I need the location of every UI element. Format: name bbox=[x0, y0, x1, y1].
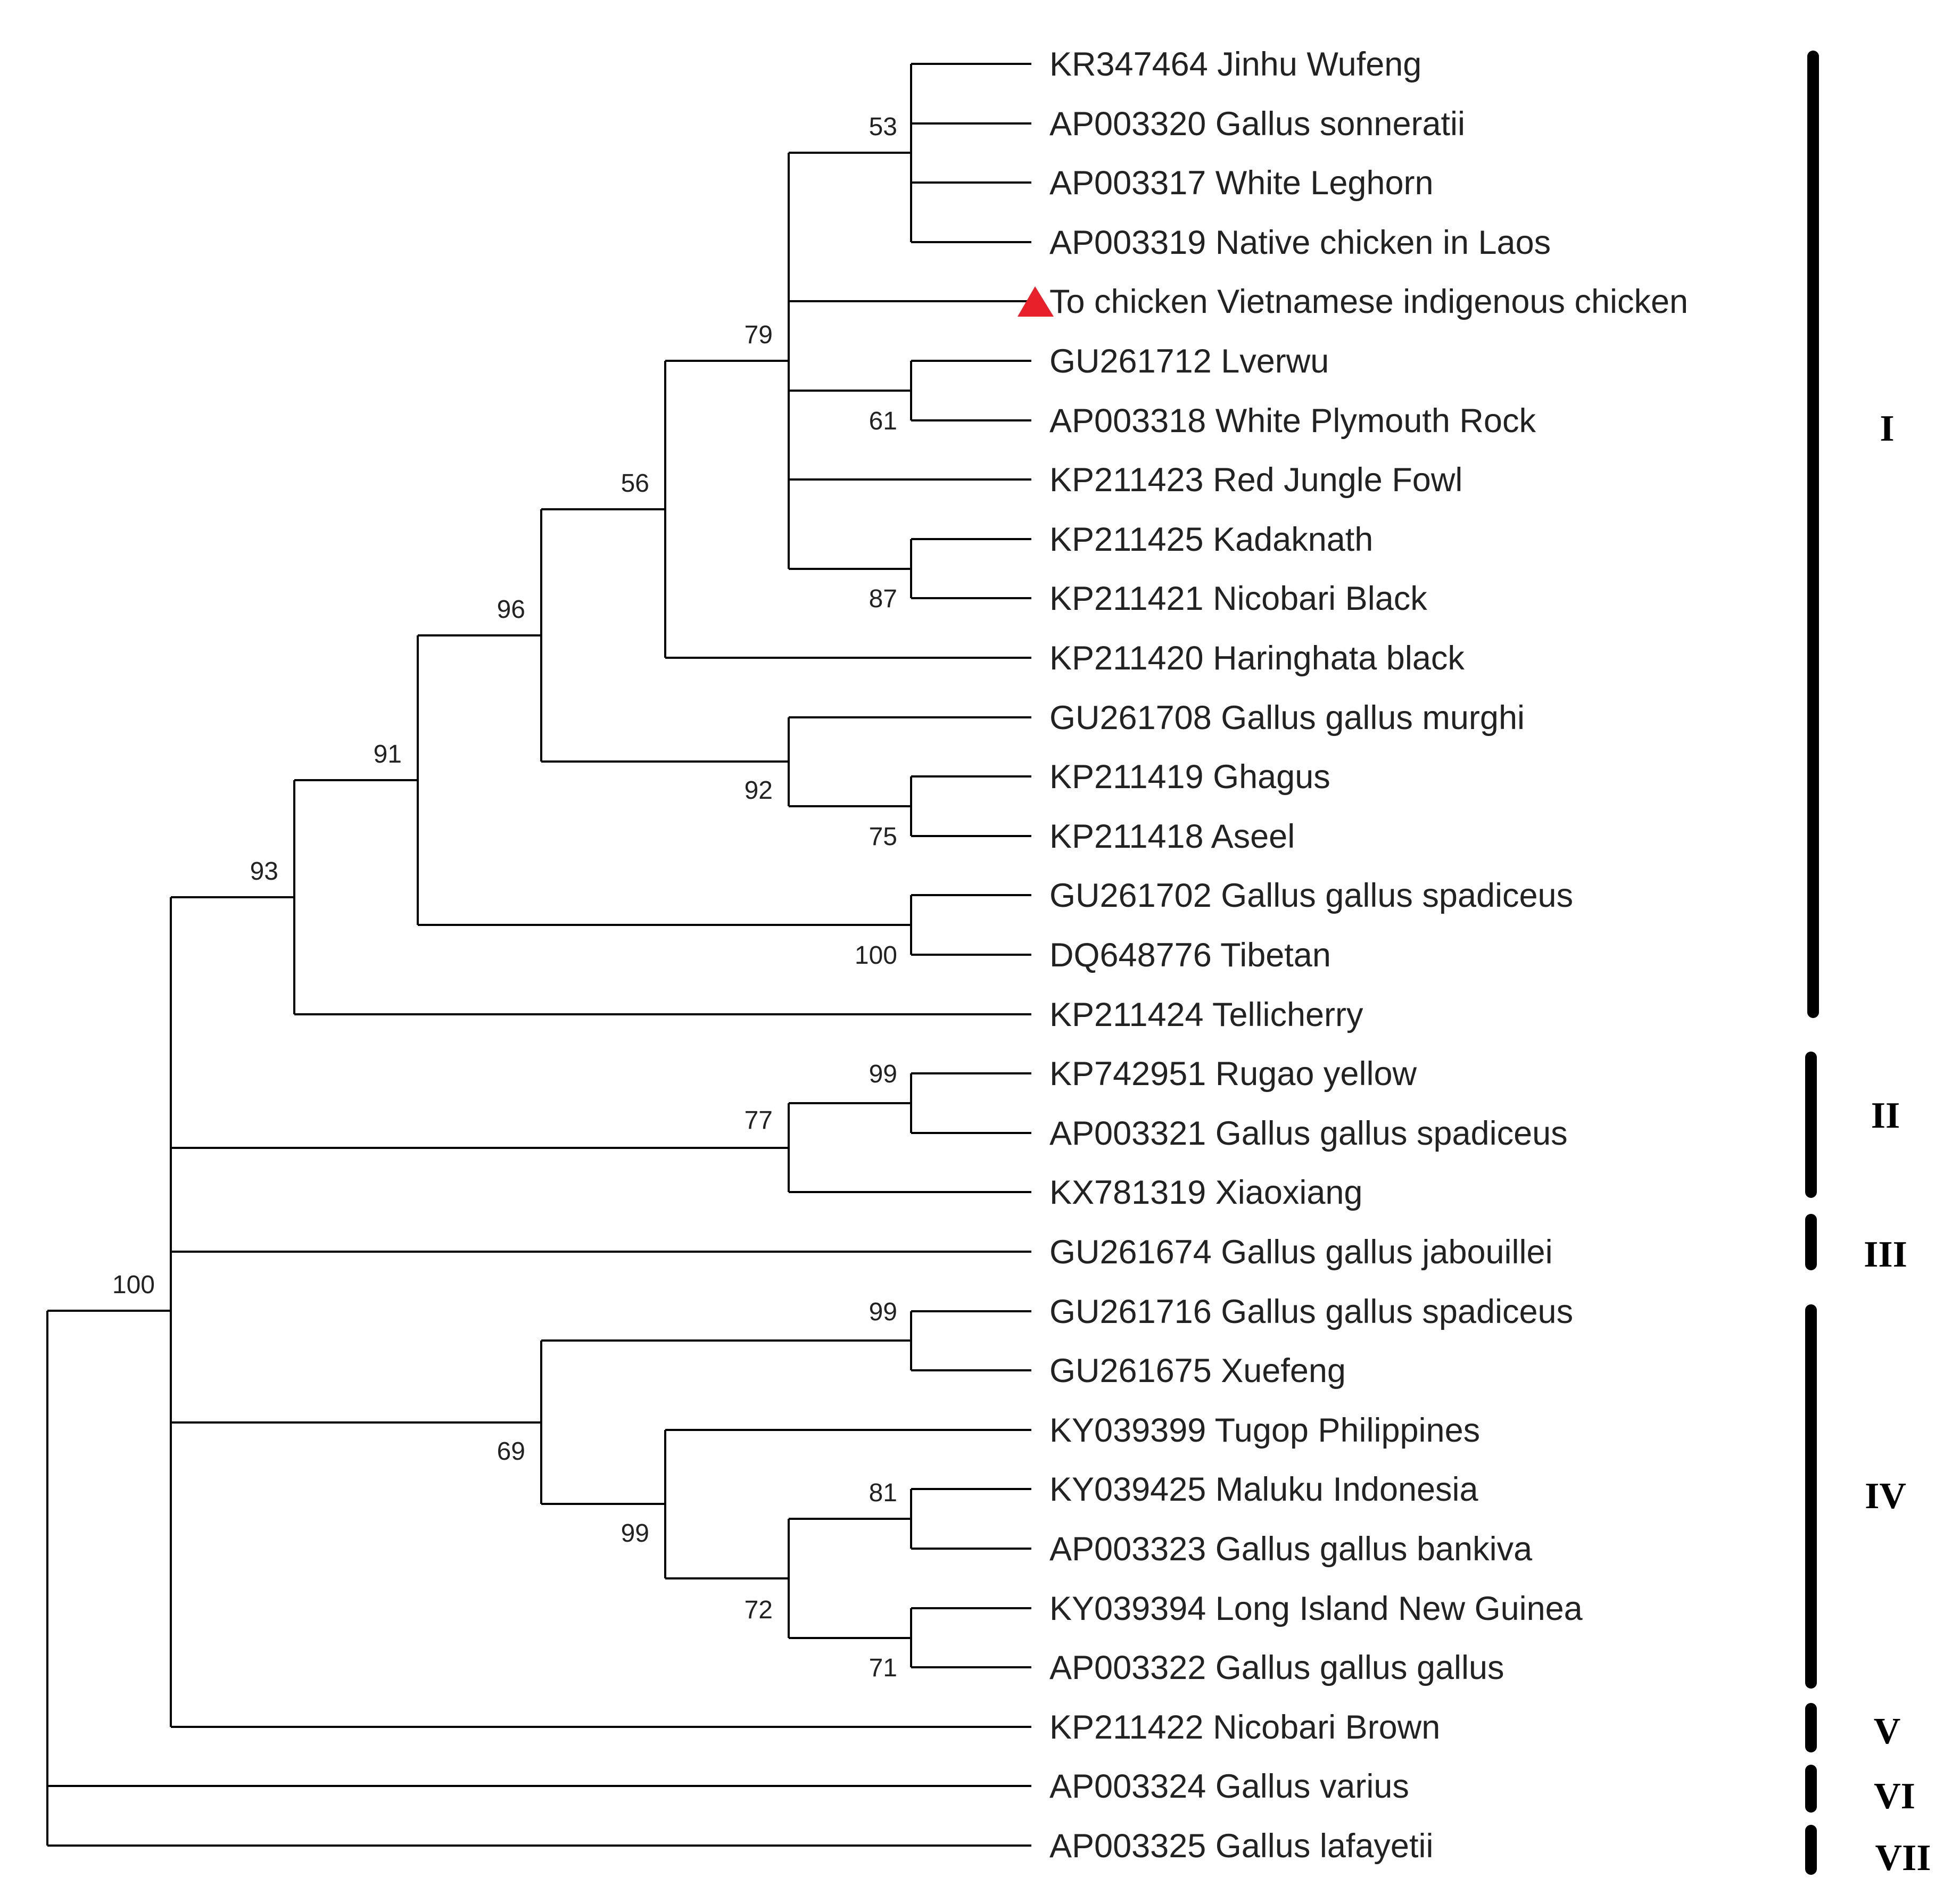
bootstrap-value: 81 bbox=[869, 1479, 897, 1507]
taxon-label: DQ648776 Tibetan bbox=[1049, 937, 1331, 974]
bootstrap-value: 75 bbox=[869, 823, 897, 851]
taxon-label: AP003322 Gallus gallus gallus bbox=[1049, 1649, 1504, 1686]
clade-labels: I II III IV V VI VII bbox=[1864, 408, 1931, 1879]
taxon-labels: KR347464 Jinhu Wufeng AP003320 Gallus so… bbox=[1049, 46, 1688, 1865]
taxon-label: KP211422 Nicobari Brown bbox=[1049, 1709, 1440, 1746]
bootstrap-value: 71 bbox=[869, 1654, 897, 1682]
taxon-label: KP211424 Tellicherry bbox=[1049, 996, 1363, 1033]
bootstrap-value: 53 bbox=[869, 113, 897, 141]
taxon-label: KP211425 Kadaknath bbox=[1049, 521, 1373, 558]
taxon-label: AP003317 White Leghorn bbox=[1049, 164, 1434, 202]
taxon-label: AP003324 Gallus varius bbox=[1049, 1768, 1409, 1805]
bootstrap-value: 87 bbox=[869, 585, 897, 613]
taxon-label: GU261702 Gallus gallus spadiceus bbox=[1049, 877, 1573, 914]
clade-label: II bbox=[1871, 1095, 1900, 1136]
tree-branches bbox=[46, 63, 1031, 1847]
highlight-triangle-icon bbox=[1018, 286, 1054, 317]
bootstrap-value: 99 bbox=[621, 1519, 649, 1548]
taxon-label: AP003321 Gallus gallus spadiceus bbox=[1049, 1115, 1568, 1152]
taxon-label: AP003318 White Plymouth Rock bbox=[1049, 402, 1536, 440]
taxon-label: KP211420 Haringhata black bbox=[1049, 640, 1465, 677]
clade-label: VI bbox=[1874, 1776, 1915, 1817]
clade-label: VII bbox=[1875, 1838, 1931, 1879]
bootstrap-value: 93 bbox=[250, 857, 278, 886]
taxon-label: KP742951 Rugao yellow bbox=[1049, 1055, 1417, 1093]
taxon-label: AP003320 Gallus sonneratii bbox=[1049, 105, 1465, 143]
clade-label: V bbox=[1874, 1711, 1901, 1752]
bootstrap-value: 72 bbox=[745, 1596, 773, 1624]
bootstrap-value: 99 bbox=[869, 1060, 897, 1088]
bootstrap-value: 100 bbox=[855, 941, 897, 970]
taxon-label: GU261716 Gallus gallus spadiceus bbox=[1049, 1293, 1573, 1330]
bootstrap-value: 99 bbox=[869, 1298, 897, 1326]
taxon-label: KP211421 Nicobari Black bbox=[1049, 580, 1427, 617]
bootstrap-value: 61 bbox=[869, 407, 897, 435]
taxon-label: GU261712 Lverwu bbox=[1049, 343, 1329, 380]
taxon-label: KX781319 Xiaoxiang bbox=[1049, 1174, 1362, 1211]
taxon-label: GU261708 Gallus gallus murghi bbox=[1049, 699, 1525, 737]
bootstrap-values: 53 79 61 87 56 96 92 75 91 100 93 99 77 … bbox=[112, 113, 897, 1682]
bootstrap-value: 96 bbox=[497, 595, 525, 624]
taxon-label: KR347464 Jinhu Wufeng bbox=[1049, 46, 1421, 83]
bootstrap-value: 79 bbox=[745, 321, 773, 349]
bootstrap-value: 56 bbox=[621, 469, 649, 498]
taxon-label: GU261675 Xuefeng bbox=[1049, 1352, 1346, 1389]
taxon-label-highlighted: To chicken Vietnamese indigenous chicken bbox=[1049, 283, 1688, 320]
taxon-label: KY039425 Maluku Indonesia bbox=[1049, 1471, 1479, 1508]
taxon-label: AP003325 Gallus lafayetii bbox=[1049, 1827, 1433, 1865]
taxon-label: KY039394 Long Island New Guinea bbox=[1049, 1590, 1583, 1627]
bootstrap-value: 100 bbox=[112, 1271, 155, 1299]
bootstrap-value: 91 bbox=[374, 740, 402, 768]
clade-label: IV bbox=[1865, 1476, 1906, 1517]
taxon-label: KY039399 Tugop Philippines bbox=[1049, 1412, 1480, 1449]
taxon-label: GU261674 Gallus gallus jabouillei bbox=[1049, 1234, 1553, 1271]
bootstrap-value: 77 bbox=[745, 1106, 773, 1135]
bootstrap-value: 69 bbox=[497, 1437, 525, 1466]
taxon-label: AP003323 Gallus gallus bankiva bbox=[1049, 1531, 1533, 1568]
taxon-label: KP211423 Red Jungle Fowl bbox=[1049, 461, 1462, 499]
taxon-label: KP211418 Aseel bbox=[1049, 818, 1295, 855]
clade-label: III bbox=[1864, 1234, 1907, 1275]
bootstrap-value: 92 bbox=[745, 776, 773, 805]
clade-label: I bbox=[1880, 408, 1894, 449]
taxon-label: KP211419 Ghagus bbox=[1049, 758, 1330, 796]
taxon-label: AP003319 Native chicken in Laos bbox=[1049, 224, 1551, 261]
clade-bars bbox=[1805, 51, 1819, 1875]
